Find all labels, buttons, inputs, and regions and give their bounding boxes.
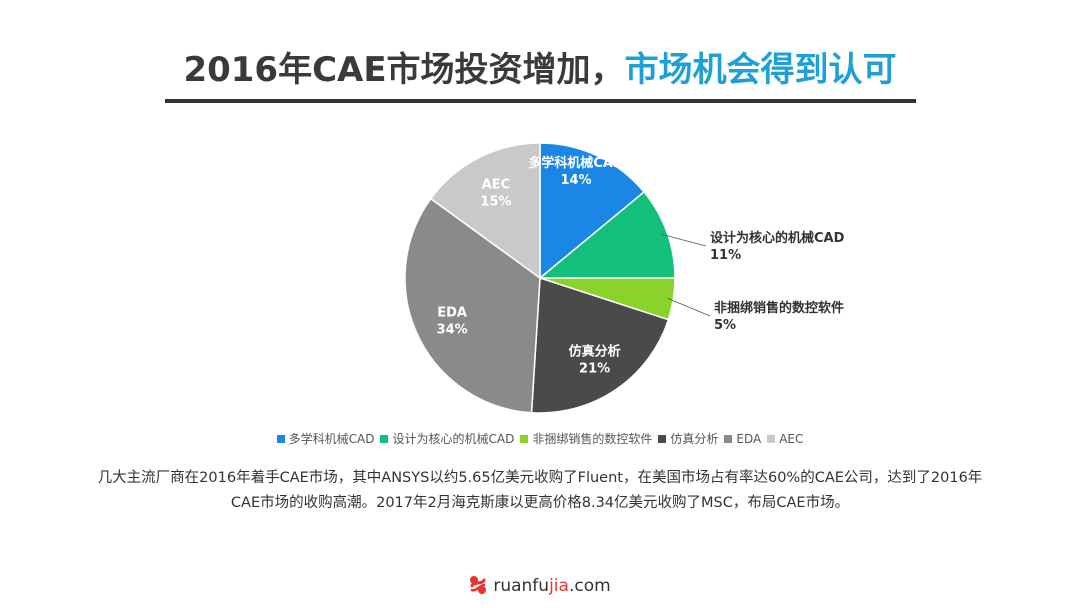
legend-item-5: EDA (724, 432, 761, 446)
brand-prefix: ruanfu (493, 576, 550, 596)
legend-label: 仿真分析 (670, 432, 719, 446)
legend-swatch (767, 435, 776, 443)
slice-1-name-label: 多学科机械CAD (528, 155, 624, 171)
slice-3-value-label: 5% (714, 318, 736, 333)
legend-swatch (724, 435, 733, 443)
slice-4-name-label: 仿真分析 (569, 343, 621, 359)
legend-item-2: 设计为核心的机械CAD (380, 430, 514, 447)
legend-label: 设计为核心的机械CAD (392, 432, 515, 446)
chart-legend: 多学科机械CAD 设计为核心的机械CAD 非捆绑销售的数控软件 仿真分析 EDA AEC (0, 430, 1080, 447)
legend-item-4: 仿真分析 (658, 430, 718, 447)
caption-text: 几大主流厂商在2016年着手CAE市场，其中ANSYS以约5.65亿美元收购了F… (97, 470, 983, 511)
legend-label: 多学科机械CAD (288, 432, 375, 446)
title-main: 2016年CAE市场投资增加， (183, 50, 625, 90)
legend-label: AEC (779, 432, 804, 446)
slice-1-value-label: 14% (560, 173, 591, 188)
title-accent: 市场机会得到认可 (624, 50, 897, 90)
slice-5-name-label: EDA (437, 305, 467, 320)
slice-2-value-label: 11% (710, 248, 741, 263)
pie-slice-1 (539, 142, 646, 280)
title-underline (165, 99, 916, 103)
slice-3-leader-line (667, 297, 711, 317)
pie-chart: 多学科机械CAD 14% 设计为核心的机械CAD 11% 非捆绑销售的数控软件 5% 仿真分… (404, 142, 845, 414)
brand-suffix: .com (568, 576, 611, 596)
slice-5-value-label: 34% (437, 322, 468, 337)
slice-6-name-label: AEC (482, 177, 510, 192)
page-title: 2016年CAE市场投资增加，市场机会得到认可 (0, 42, 1080, 91)
legend-swatch (520, 435, 529, 443)
leader-lines (661, 233, 711, 317)
brand-accent: jia (549, 576, 569, 596)
pie-slice-5 (404, 197, 541, 414)
legend-label: 非捆绑销售的数控软件 (532, 432, 653, 446)
pie-slice-4 (530, 276, 670, 414)
legend-swatch (380, 435, 389, 443)
slice-3-name-label: 非捆绑销售的数控软件 (714, 300, 844, 316)
pie-slices (404, 142, 676, 414)
ruanfujia-logo-icon (470, 576, 487, 594)
slice-6-value-label: 15% (480, 194, 511, 209)
legend-item-1: 多学科机械CAD (276, 430, 375, 447)
slice-2-leader-line (661, 233, 707, 247)
pie-slice-6 (429, 142, 541, 280)
legend-swatch (658, 435, 667, 443)
slice-2-name-label: 设计为核心的机械CAD (710, 230, 845, 246)
legend-item-6: AEC (767, 432, 803, 446)
pie-slice-2 (537, 190, 676, 279)
legend-label: EDA (736, 432, 762, 446)
legend-swatch (276, 435, 285, 443)
legend-item-3: 非捆绑销售的数控软件 (520, 430, 652, 447)
slice-4-value-label: 21% (579, 361, 610, 376)
slice-labels: 多学科机械CAD 14% 设计为核心的机械CAD 11% 非捆绑销售的数控软件 5% 仿真分… (437, 155, 845, 376)
footer-brand: ruanfujia.com (0, 575, 1080, 596)
